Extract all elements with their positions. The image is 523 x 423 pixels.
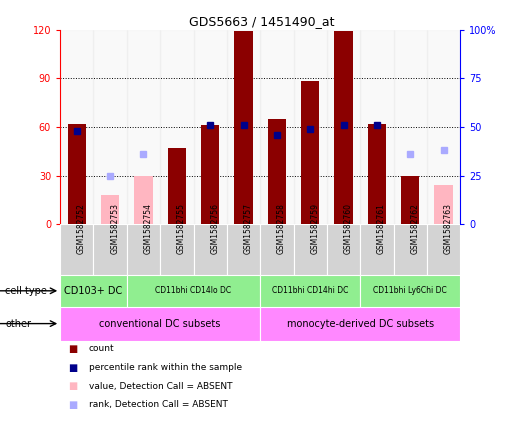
Text: GSM1582753: GSM1582753 [110, 203, 119, 254]
Bar [427, 30, 460, 224]
Text: GSM1582758: GSM1582758 [277, 203, 286, 254]
Text: ■: ■ [68, 400, 77, 410]
Text: other: other [5, 319, 31, 329]
Text: GSM1582763: GSM1582763 [444, 203, 452, 254]
Bar [168, 148, 186, 224]
Text: CD103+ DC: CD103+ DC [64, 286, 122, 296]
Text: ■: ■ [68, 381, 77, 391]
Text: CD11bhi CD14hi DC: CD11bhi CD14hi DC [272, 286, 348, 295]
Bar [101, 195, 119, 224]
Bar [67, 124, 86, 224]
Text: GSM1582759: GSM1582759 [310, 203, 319, 254]
Text: GSM1582757: GSM1582757 [244, 203, 253, 254]
Text: CD11bhi CD14lo DC: CD11bhi CD14lo DC [155, 286, 232, 295]
Bar [394, 30, 427, 224]
Bar [360, 224, 393, 275]
Text: conventional DC subsets: conventional DC subsets [99, 319, 221, 329]
Bar [227, 30, 260, 224]
Bar [293, 30, 327, 224]
Bar [127, 224, 160, 275]
Bar [360, 275, 460, 307]
Text: GSM1582756: GSM1582756 [210, 203, 219, 254]
Text: ■: ■ [68, 344, 77, 354]
Text: GSM1582762: GSM1582762 [410, 203, 419, 254]
Bar [360, 30, 393, 224]
Text: monocyte-derived DC subsets: monocyte-derived DC subsets [287, 319, 434, 329]
Bar [327, 30, 360, 224]
Bar [60, 224, 94, 275]
Bar [260, 224, 293, 275]
Text: rank, Detection Call = ABSENT: rank, Detection Call = ABSENT [89, 400, 228, 409]
Bar [160, 224, 194, 275]
Bar [260, 275, 360, 307]
Bar [194, 30, 227, 224]
Bar [127, 30, 160, 224]
Bar [60, 275, 127, 307]
Bar [293, 224, 327, 275]
Bar [435, 185, 453, 224]
Bar [260, 30, 293, 224]
Bar [327, 224, 360, 275]
Text: CD11bhi Ly6Chi DC: CD11bhi Ly6Chi DC [373, 286, 447, 295]
Bar [134, 176, 153, 224]
Bar [127, 275, 260, 307]
Bar [401, 176, 419, 224]
Text: GSM1582754: GSM1582754 [143, 203, 153, 254]
Bar [227, 224, 260, 275]
Bar [60, 307, 260, 341]
Bar [301, 82, 320, 224]
Bar [94, 30, 127, 224]
Bar [194, 224, 227, 275]
Text: GSM1582761: GSM1582761 [377, 203, 386, 254]
Bar [260, 307, 460, 341]
Text: value, Detection Call = ABSENT: value, Detection Call = ABSENT [89, 382, 232, 391]
Bar [394, 224, 427, 275]
Bar [234, 31, 253, 224]
Bar [368, 124, 386, 224]
Text: GDS5663 / 1451490_at: GDS5663 / 1451490_at [189, 15, 334, 28]
Bar [160, 30, 194, 224]
Bar [427, 224, 460, 275]
Text: GSM1582755: GSM1582755 [177, 203, 186, 254]
Bar [94, 224, 127, 275]
Bar [268, 119, 286, 224]
Text: count: count [89, 344, 115, 354]
Text: ■: ■ [68, 363, 77, 373]
Text: GSM1582752: GSM1582752 [77, 203, 86, 254]
Text: cell type: cell type [5, 286, 47, 296]
Text: percentile rank within the sample: percentile rank within the sample [89, 363, 242, 372]
Bar [334, 31, 353, 224]
Text: GSM1582760: GSM1582760 [344, 203, 353, 254]
Bar [201, 125, 219, 224]
Bar [60, 30, 94, 224]
